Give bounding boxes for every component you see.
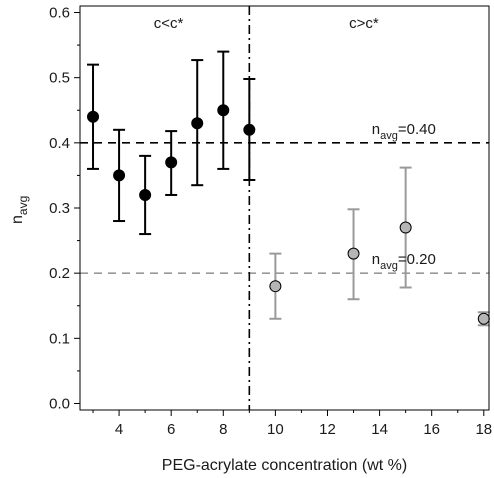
data-point (399, 221, 412, 234)
y-tick-label: 0.6 (49, 5, 70, 22)
y-tick-label: 0.4 (49, 135, 70, 152)
data-point (87, 110, 100, 123)
x-tick-label: 18 (475, 421, 492, 438)
x-tick-label: 14 (371, 421, 388, 438)
reference-line-label: navg=0.40 (372, 121, 436, 142)
plot-frame (79, 5, 490, 411)
y-tick-label: 0.5 (49, 70, 70, 87)
y-axis-title-subscript: avg (16, 196, 30, 215)
y-tick-label: 0.0 (49, 395, 70, 412)
data-point (347, 247, 360, 260)
data-series (87, 50, 490, 327)
reference-label-value: =0.20 (398, 251, 436, 268)
data-point (269, 280, 282, 293)
x-tick-label: 4 (115, 421, 123, 438)
x-tick-label: 6 (167, 421, 175, 438)
y-tick-label: 0.2 (49, 265, 70, 282)
reference-lines (80, 6, 489, 410)
reference-label-subscript: avg (380, 260, 398, 272)
reference-label-value: =0.40 (398, 121, 436, 138)
y-axis-title-main: n (9, 215, 26, 224)
region-label: c<c* (154, 15, 184, 32)
region-label: c>c* (349, 15, 379, 32)
data-point (113, 169, 126, 182)
reference-label-main: n (372, 121, 380, 138)
reference-label-main: n (372, 251, 380, 268)
y-tick-label: 0.3 (49, 200, 70, 217)
y-tick-label: 0.1 (49, 330, 70, 347)
reference-line-label: navg=0.20 (372, 251, 436, 272)
data-point (243, 123, 256, 136)
x-tick-label: 10 (267, 421, 284, 438)
x-axis-title: PEG-acrylate concentration (wt %) (162, 457, 407, 474)
x-tick-label: 12 (319, 421, 336, 438)
reference-label-subscript: avg (380, 130, 398, 142)
data-point (477, 312, 490, 325)
axis-ticks (74, 12, 485, 416)
x-tick-label: 8 (219, 421, 227, 438)
x-tick-label: 16 (423, 421, 440, 438)
y-axis-title: navg (9, 196, 30, 224)
data-point (191, 117, 204, 130)
data-point (139, 188, 152, 201)
data-point (217, 104, 230, 117)
data-point (165, 156, 178, 169)
